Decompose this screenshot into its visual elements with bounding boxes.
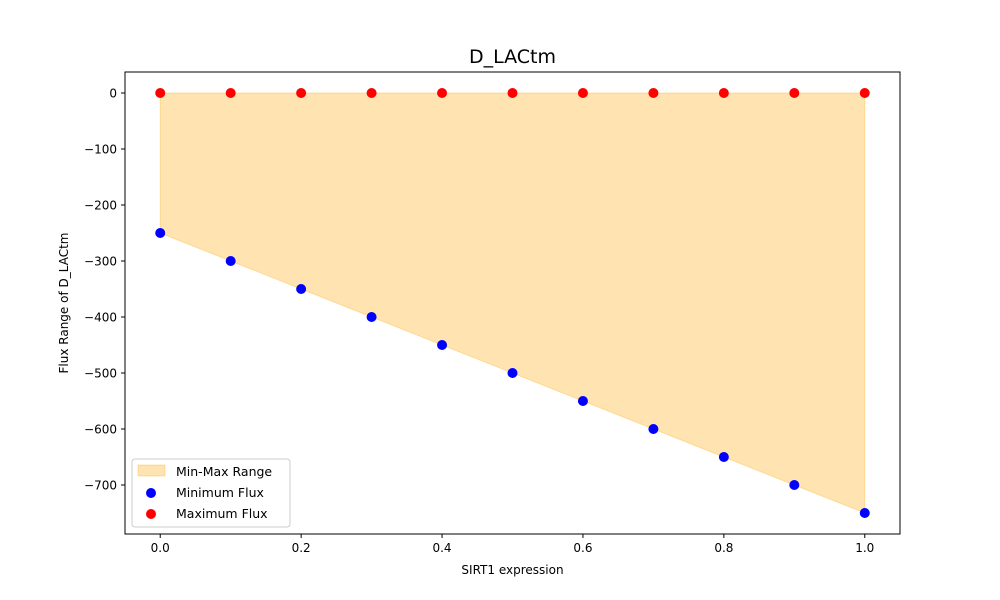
- minimum-flux-point: [789, 480, 800, 490]
- maximum-flux-point: [366, 88, 377, 98]
- legend-fill-swatch: [137, 464, 166, 477]
- y-axis-label: Flux Range of D_LACtm: [57, 233, 71, 374]
- legend-label-range: Min-Max Range: [176, 464, 272, 479]
- y-tick-label: −100: [84, 143, 117, 157]
- maximum-flux-point: [718, 88, 729, 98]
- x-axis-label: SIRT1 expression: [461, 563, 563, 577]
- axes-frame: [124, 71, 901, 535]
- maximum-flux-point: [789, 88, 800, 98]
- y-tick-label: 0: [109, 87, 117, 101]
- minimum-flux-point: [155, 228, 166, 238]
- maximum-flux-point: [437, 88, 448, 98]
- maximum-flux-point: [296, 88, 307, 98]
- y-tick-label: −600: [84, 423, 117, 437]
- legend-box: [131, 458, 291, 528]
- minimum-flux-point: [225, 256, 236, 266]
- y-tick-label: −700: [84, 479, 117, 493]
- chart-title: D_LACtm: [469, 46, 556, 68]
- legend-marker-minimum: [146, 488, 156, 498]
- minimum-flux-point: [577, 396, 588, 406]
- minimum-flux-point: [859, 508, 870, 518]
- minimum-flux-point: [507, 368, 518, 378]
- legend: Min-Max Range Minimum Flux Maximum Flux: [131, 458, 291, 528]
- x-tick-label: 0.8: [714, 541, 733, 555]
- x-axis-ticks: 0.0 0.2 0.4 0.6 0.8 1.0: [151, 534, 874, 555]
- maximum-flux-point: [859, 88, 870, 98]
- y-tick-label: −300: [84, 255, 117, 269]
- y-axis-ticks: 0 −100 −200 −300 −400 −500 −600 −700: [84, 87, 125, 493]
- x-tick-label: 0.4: [432, 541, 451, 555]
- legend-label-maximum: Maximum Flux: [176, 506, 268, 521]
- x-tick-label: 0.6: [573, 541, 592, 555]
- points-layer: [155, 88, 870, 518]
- maximum-flux-point: [155, 88, 166, 98]
- y-tick-label: −500: [84, 367, 117, 381]
- maximum-flux-point: [507, 88, 518, 98]
- legend-label-minimum: Minimum Flux: [176, 485, 264, 500]
- minimum-flux-point: [296, 284, 307, 294]
- maximum-flux-point: [648, 88, 659, 98]
- minimum-flux-point: [718, 452, 729, 462]
- maximum-flux-point: [577, 88, 588, 98]
- minimum-flux-point: [366, 312, 377, 322]
- legend-marker-maximum: [146, 509, 156, 519]
- x-tick-label: 0.2: [292, 541, 311, 555]
- minimum-flux-point: [648, 424, 659, 434]
- y-tick-label: −200: [84, 199, 117, 213]
- x-tick-label: 1.0: [855, 541, 874, 555]
- y-tick-label: −400: [84, 311, 117, 325]
- x-tick-label: 0.0: [151, 541, 170, 555]
- minimum-flux-point: [437, 340, 448, 350]
- maximum-flux-point: [225, 88, 236, 98]
